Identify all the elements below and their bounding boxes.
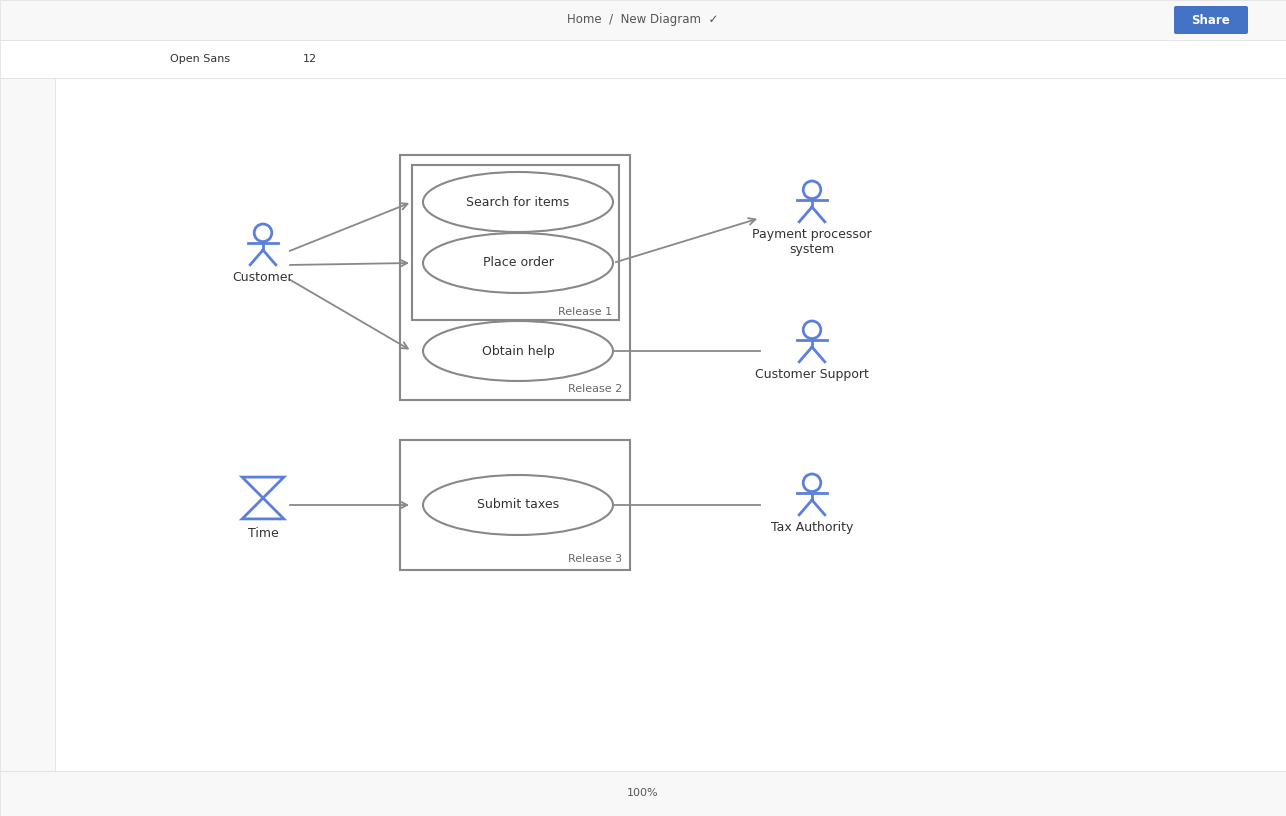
Text: Share: Share — [1192, 14, 1231, 26]
Text: Search for items: Search for items — [467, 196, 570, 209]
Bar — [0, 0, 1286, 40]
Text: Time: Time — [248, 527, 278, 540]
Text: Payment processor
system: Payment processor system — [752, 228, 872, 256]
Bar — [400, 155, 630, 400]
FancyBboxPatch shape — [1174, 6, 1247, 34]
Text: Release 3: Release 3 — [568, 554, 622, 564]
Text: 100%: 100% — [628, 788, 658, 799]
Bar — [0, 771, 1286, 816]
Text: Release 2: Release 2 — [567, 384, 622, 394]
Text: Tax Authority: Tax Authority — [770, 521, 853, 534]
Text: Home  /  New Diagram  ✓: Home / New Diagram ✓ — [567, 14, 719, 26]
Text: Obtain help: Obtain help — [482, 344, 554, 357]
Bar — [0, 78, 55, 771]
Text: Place order: Place order — [482, 256, 553, 269]
Bar — [412, 165, 619, 320]
Bar — [0, 40, 1286, 78]
Text: Submit taxes: Submit taxes — [477, 499, 559, 512]
Text: Open Sans: Open Sans — [170, 54, 230, 64]
Text: Customer Support: Customer Support — [755, 368, 869, 381]
Text: 12: 12 — [303, 54, 318, 64]
Text: Customer: Customer — [233, 271, 293, 284]
Text: Release 1: Release 1 — [558, 307, 612, 317]
Bar — [400, 440, 630, 570]
